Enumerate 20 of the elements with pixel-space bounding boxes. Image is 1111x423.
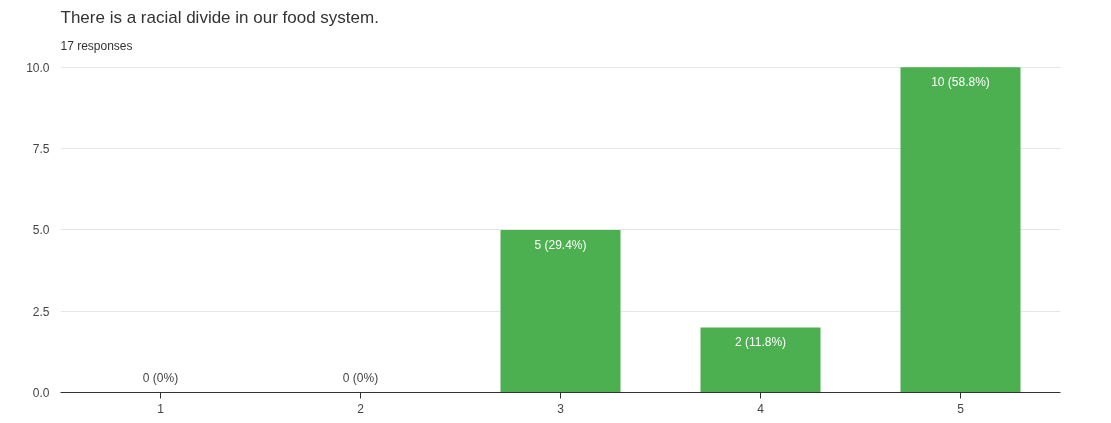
chart-subtitle: 17 responses [60, 38, 133, 53]
data-label: 0 (0%) [142, 370, 179, 385]
x-tick-label: 5 [957, 401, 965, 416]
x-tick-label: 4 [757, 401, 765, 416]
data-label: 0 (0%) [342, 370, 379, 385]
chart-title: There is a racial divide in our food system. [60, 7, 379, 27]
y-tick-label: 5.0 [32, 223, 50, 238]
bar [900, 67, 1021, 393]
y-tick-label: 7.5 [32, 142, 50, 157]
bar [700, 327, 821, 393]
x-tick-label: 2 [357, 401, 365, 416]
x-tick-label: 1 [157, 401, 165, 416]
data-label: 10 (58.8%) [931, 75, 990, 90]
y-tick-label: 2.5 [32, 304, 50, 319]
data-label: 2 (11.8%) [734, 335, 787, 350]
y-tick-label: 0.0 [32, 386, 50, 400]
y-tick-label: 10.0 [26, 60, 50, 75]
bar [500, 229, 621, 393]
data-label: 5 (29.4%) [534, 237, 587, 252]
x-tick-label: 3 [557, 401, 565, 416]
